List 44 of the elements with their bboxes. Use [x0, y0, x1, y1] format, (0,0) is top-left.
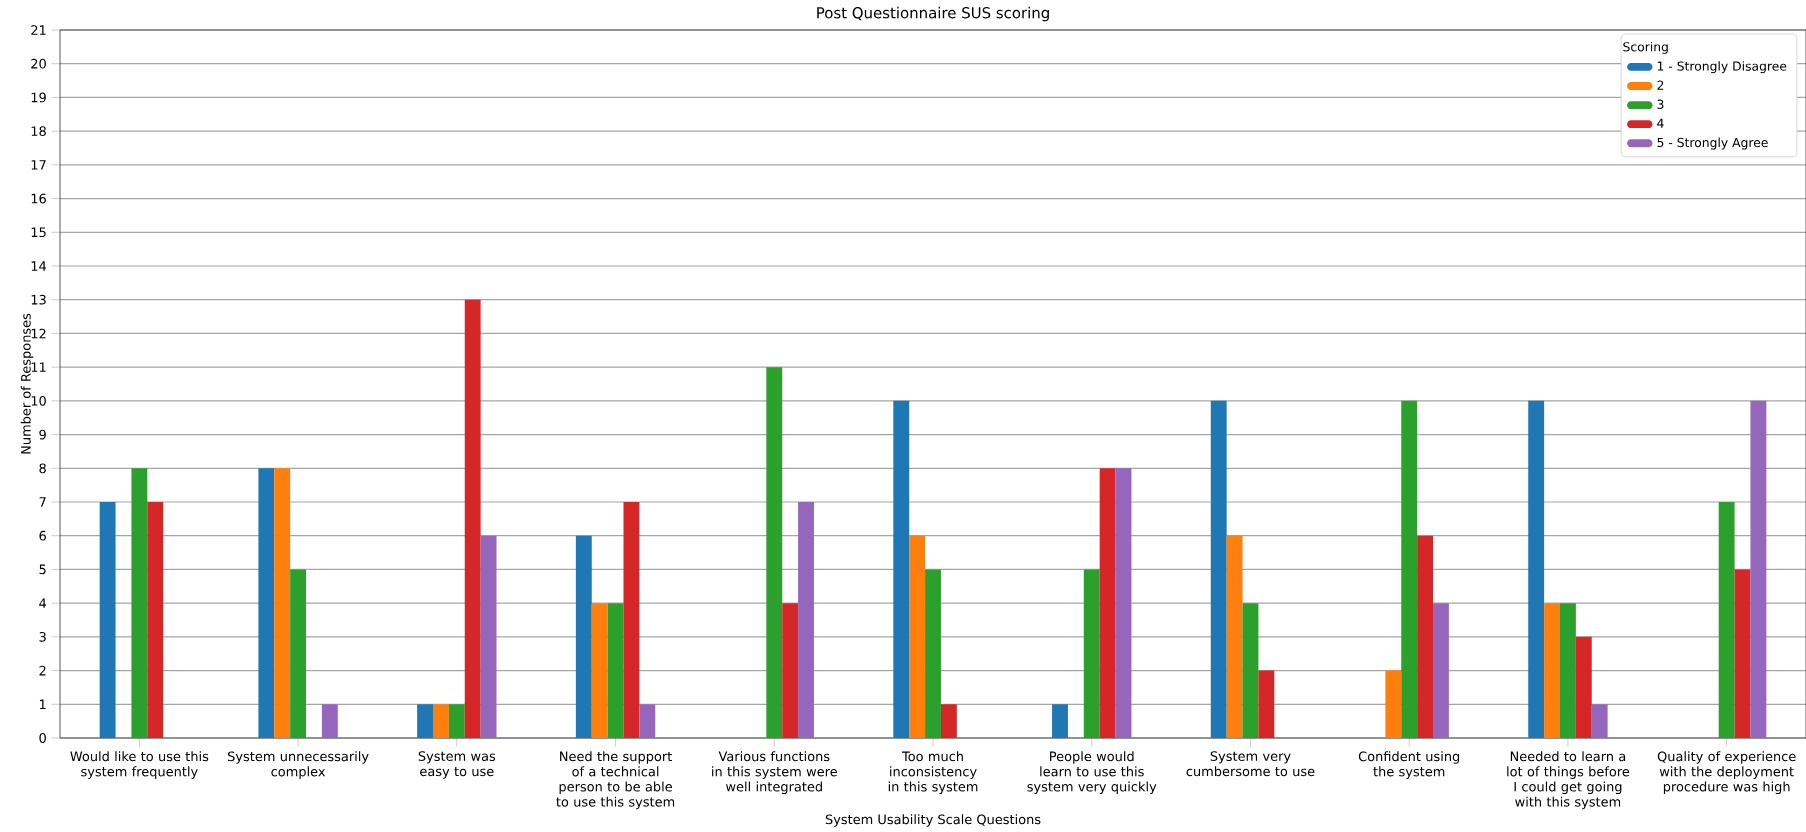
bar: [1734, 569, 1751, 738]
bar: [766, 367, 783, 738]
bar: [1115, 468, 1132, 738]
bar: [417, 704, 434, 738]
bar: [940, 704, 957, 738]
bar: [909, 535, 926, 738]
bar: [1544, 603, 1560, 738]
bar: [131, 468, 148, 738]
bar: [1401, 400, 1418, 738]
bar: [258, 468, 275, 738]
bar: [1242, 603, 1259, 738]
bar: [448, 704, 465, 738]
bar: [1559, 603, 1576, 738]
bar: [1385, 670, 1402, 738]
bar: [623, 502, 640, 738]
bar: [798, 502, 814, 738]
bar: [1750, 400, 1767, 738]
bar: [480, 535, 497, 738]
bar: [607, 603, 624, 738]
bar: [1052, 704, 1068, 738]
bar: [575, 535, 592, 738]
bar: [147, 502, 164, 738]
bar: [782, 603, 799, 738]
bar: [1591, 704, 1608, 738]
bar: [1083, 569, 1100, 738]
bar: [1210, 400, 1227, 738]
bar: [639, 704, 656, 738]
bar: [1575, 636, 1592, 738]
bar: [1417, 535, 1434, 738]
bar: [1099, 468, 1116, 738]
bar: [1718, 502, 1735, 738]
bar: [321, 704, 338, 738]
bar: [925, 569, 941, 738]
bar: [274, 468, 291, 738]
bar: [290, 569, 307, 738]
bar: [99, 502, 116, 738]
bar: [1226, 535, 1243, 738]
bar: [464, 299, 481, 738]
bar: [1258, 670, 1275, 738]
bar: [1433, 603, 1449, 738]
bar: [1528, 400, 1545, 738]
bar: [893, 400, 910, 738]
bar: [433, 704, 449, 738]
bar: [591, 603, 608, 738]
